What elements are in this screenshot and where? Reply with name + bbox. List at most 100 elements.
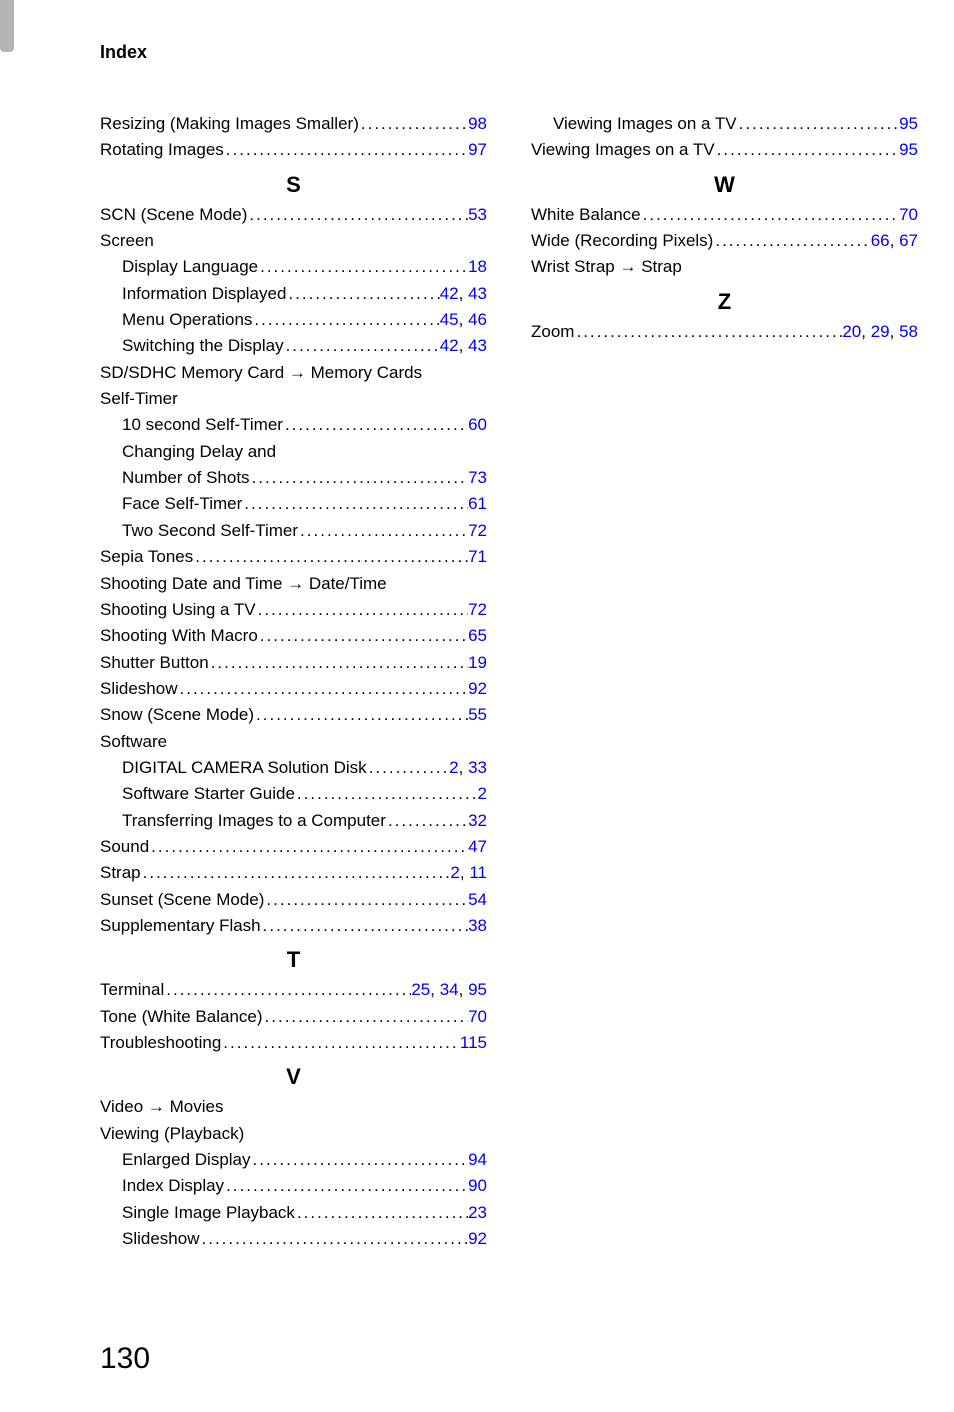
page-ref-link[interactable]: 95 — [899, 114, 918, 133]
page-ref-link[interactable]: 67 — [899, 231, 918, 250]
index-entry: Wide (Recording Pixels).................… — [531, 228, 918, 254]
dot-leaders: ........................................… — [141, 860, 451, 886]
page-ref-link[interactable]: 32 — [468, 811, 487, 830]
index-entry-label: SD/SDHC Memory Card → Memory Cards — [100, 360, 422, 386]
dot-leaders: ........................................… — [193, 544, 468, 570]
page-ref-link[interactable]: 19 — [468, 653, 487, 672]
page-ref-link[interactable]: 20 — [842, 322, 861, 341]
index-entry-label: Wrist Strap → Strap — [531, 254, 682, 280]
page-ref-link[interactable]: 95 — [899, 140, 918, 159]
page-ref-link[interactable]: 23 — [468, 1203, 487, 1222]
page-ref-link[interactable]: 11 — [469, 863, 487, 882]
side-tab — [0, 0, 14, 52]
page-ref-link[interactable]: 72 — [468, 521, 487, 540]
page-ref-link[interactable]: 92 — [468, 679, 487, 698]
page-refs: 90 — [468, 1173, 487, 1199]
dot-leaders: ........................................… — [224, 137, 468, 163]
dot-leaders: ........................................… — [247, 202, 468, 228]
index-entry-label: Slideshow — [122, 1226, 200, 1252]
index-entry-label: Transferring Images to a Computer — [122, 808, 386, 834]
index-entry-label: Resizing (Making Images Smaller) — [100, 111, 359, 137]
index-entry: Slideshow...............................… — [100, 676, 487, 702]
index-entry: Shutter Button..........................… — [100, 650, 487, 676]
page-ref-link[interactable]: 97 — [468, 140, 487, 159]
dot-leaders: ........................................… — [286, 281, 439, 307]
page-ref-link[interactable]: 42 — [440, 336, 459, 355]
index-entry: DIGITAL CAMERA Solution Disk............… — [100, 755, 487, 781]
index-entry-label: Screen — [100, 228, 154, 254]
index-entry-label: Supplementary Flash — [100, 913, 261, 939]
page-ref-link[interactable]: 34 — [440, 980, 459, 999]
index-entry: Screen — [100, 228, 487, 254]
page-refs: 94 — [468, 1147, 487, 1173]
page-ref-link[interactable]: 18 — [468, 257, 487, 276]
index-entry: Number of Shots.........................… — [100, 465, 487, 491]
page-ref-link[interactable]: 38 — [468, 916, 487, 935]
page-ref-link[interactable]: 58 — [899, 322, 918, 341]
page-ref-separator: , — [459, 336, 468, 355]
page-ref-link[interactable]: 70 — [468, 1007, 487, 1026]
page-refs: 60 — [468, 412, 487, 438]
page-ref-link[interactable]: 73 — [468, 468, 487, 487]
index-entry-label: Shooting With Macro — [100, 623, 258, 649]
page-ref-link[interactable]: 115 — [460, 1033, 487, 1052]
page-ref-separator: , — [430, 980, 439, 999]
dot-leaders: ........................................… — [574, 319, 842, 345]
page-refs: 2, 11 — [450, 860, 487, 886]
dot-leaders: ........................................… — [252, 307, 439, 333]
index-entry-label: Menu Operations — [122, 307, 252, 333]
page-ref-link[interactable]: 66 — [871, 231, 890, 250]
page-refs: 20, 29, 58 — [842, 319, 918, 345]
index-entry: Viewing Images on a TV..................… — [531, 137, 918, 163]
page-ref-link[interactable]: 43 — [468, 336, 487, 355]
page-refs: 115 — [460, 1030, 487, 1056]
page-ref-link[interactable]: 2 — [478, 784, 487, 803]
page-ref-link[interactable]: 2 — [449, 758, 458, 777]
index-entry-label: Tone (White Balance) — [100, 1004, 263, 1030]
page-ref-link[interactable]: 71 — [468, 547, 487, 566]
page-refs: 55 — [468, 702, 487, 728]
page-ref-link[interactable]: 46 — [468, 310, 487, 329]
index-entry: Troubleshooting.........................… — [100, 1030, 487, 1056]
index-entry: Sound...................................… — [100, 834, 487, 860]
dot-leaders: ........................................… — [641, 202, 899, 228]
columns: Resizing (Making Images Smaller)........… — [100, 111, 874, 1252]
index-entry: Terminal................................… — [100, 977, 487, 1003]
page-ref-link[interactable]: 53 — [468, 205, 487, 224]
index-entry-label: Viewing Images on a TV — [531, 137, 715, 163]
page-ref-link[interactable]: 29 — [871, 322, 890, 341]
index-entry: Tone (White Balance)....................… — [100, 1004, 487, 1030]
page-ref-link[interactable]: 94 — [468, 1150, 487, 1169]
page-ref-link[interactable]: 95 — [468, 980, 487, 999]
page-ref-link[interactable]: 65 — [468, 626, 487, 645]
index-entry-label: Single Image Playback — [122, 1200, 295, 1226]
index-entry-label: Self-Timer — [100, 386, 178, 412]
page-refs: 42, 43 — [440, 281, 487, 307]
page-ref-link[interactable]: 45 — [440, 310, 459, 329]
page-ref-link[interactable]: 2 — [450, 863, 459, 882]
section-letter: S — [100, 172, 487, 198]
page-ref-link[interactable]: 42 — [440, 284, 459, 303]
dot-leaders: ........................................… — [298, 518, 468, 544]
page-ref-link[interactable]: 90 — [468, 1176, 487, 1195]
page-ref-link[interactable]: 55 — [468, 705, 487, 724]
index-entry-label: SCN (Scene Mode) — [100, 202, 247, 228]
page-ref-link[interactable]: 61 — [468, 494, 487, 513]
page-ref-link[interactable]: 70 — [899, 205, 918, 224]
page-ref-link[interactable]: 72 — [468, 600, 487, 619]
dot-leaders: ........................................… — [221, 1030, 460, 1056]
page-ref-link[interactable]: 92 — [468, 1229, 487, 1248]
index-entry: Switching the Display...................… — [100, 333, 487, 359]
index-entry-label: Shutter Button — [100, 650, 209, 676]
dot-leaders: ........................................… — [224, 1173, 468, 1199]
page-ref-link[interactable]: 47 — [468, 837, 487, 856]
page-ref-link[interactable]: 54 — [468, 890, 487, 909]
page-ref-link[interactable]: 25 — [411, 980, 430, 999]
page-ref-link[interactable]: 98 — [468, 114, 487, 133]
index-entry-label: DIGITAL CAMERA Solution Disk — [122, 755, 367, 781]
index-entry-label: Zoom — [531, 319, 574, 345]
page-ref-link[interactable]: 43 — [468, 284, 487, 303]
page-ref-link[interactable]: 33 — [468, 758, 487, 777]
index-entry: Transferring Images to a Computer.......… — [100, 808, 487, 834]
page-ref-link[interactable]: 60 — [468, 415, 487, 434]
